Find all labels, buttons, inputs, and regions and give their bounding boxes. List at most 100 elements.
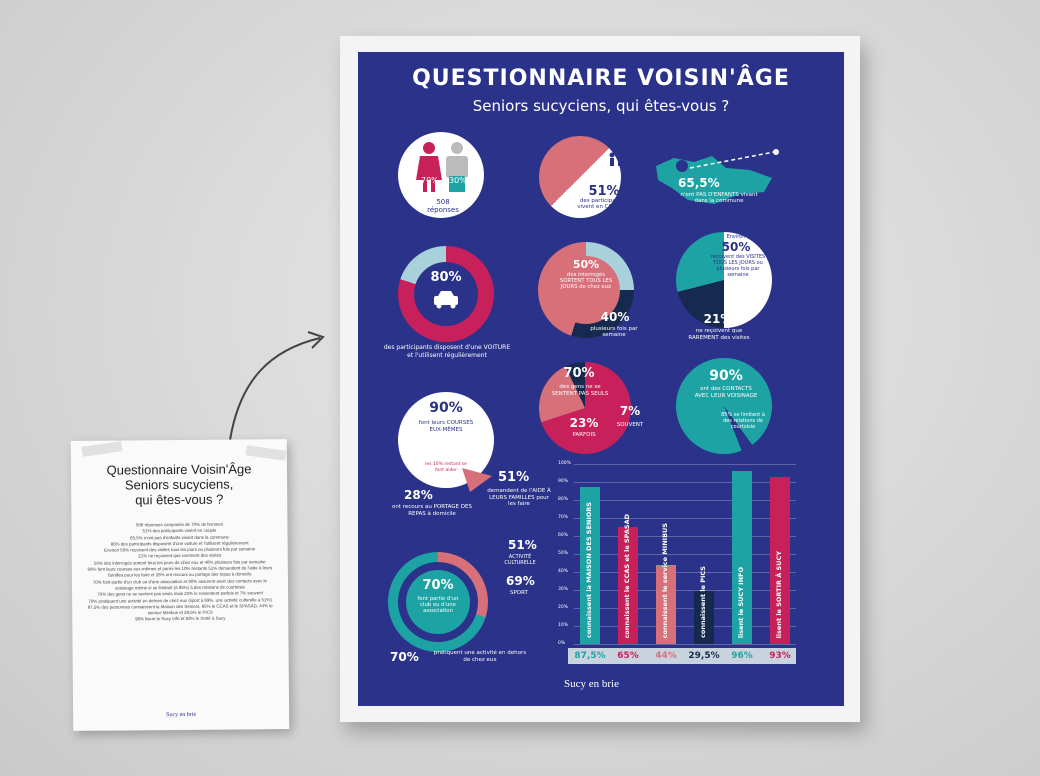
y-tick-label: 60% [558,533,569,538]
clubs-value: 70% [422,578,454,593]
alone-value: 70% [563,366,595,381]
activity-value: 70% [390,650,419,664]
clubs-center [406,570,470,634]
men-percent: 30% [449,176,467,185]
man-icon [446,142,468,192]
y-tick-label: 20% [558,605,569,610]
grid-line [574,482,796,483]
poster-title: QUESTIONNAIRE VOISIN'ÂGE [412,66,790,91]
women-percent: 70% [421,176,439,185]
grid-line [574,626,796,627]
grid-line [574,554,796,555]
sucy-logo: Sucy en brie [564,678,619,690]
family-text: demandent de l'AIDE À LEURS FAMILLES pou… [487,488,551,507]
bar: lisent le SORTIR À SUCY [770,476,790,644]
y-tick-label: 10% [558,623,569,628]
grid-line [574,518,796,519]
alone-text: des gens ne se SENTENT PAS SEULS [551,384,609,397]
outings-text: des interrogés SORTENT TOUS LES JOURS de… [559,272,613,290]
neighbors-value: 90% [709,368,743,384]
outings-value2: 40% [600,310,630,324]
clubs-text: font partie d'un club ou d'une associati… [417,596,459,614]
bar-category-label: connaissent le service MINIBUS [661,522,669,638]
grid-line [574,590,796,591]
meals-text: ont recours au PORTAGE DES REPAS à domic… [392,504,472,517]
note-body: 508 réponses composés de 70% de femmes 51… [83,521,276,623]
bar-value-label: 29,5% [688,651,720,661]
grid-line [574,536,796,537]
bar: lisent le SUCY INFO [732,471,752,644]
children-value: 65,5% [678,176,720,190]
neighbors-sub: 85% se limitant à des relations de court… [721,412,765,430]
bar-category-label: connaissent le PICS [699,566,707,638]
y-tick-label: 40% [558,569,569,574]
shopping-value: 90% [429,400,463,416]
bar-value-label: 96% [731,651,753,661]
culture-value: 51% [508,538,537,552]
sport-text: SPORT [510,590,528,596]
outings-inner [552,256,620,324]
chart-bars: connaissent la MAISON DES SENIORS connais… [576,464,796,644]
bar: connaissent le CCAS et le SPASAD [618,514,638,644]
shopping-text: font leurs COURSES EUX-MÊMES [418,420,474,433]
responses-count: 508 [436,198,450,206]
note-title: Questionnaire Voisin'Âge Seniors sucycie… [71,461,287,508]
y-tick-label: 0% [558,641,566,646]
bar-chart: 100% 90% 80% 70% 60% 50% 40% 30% 20% 10% 0% connai… [558,461,796,646]
note-line: 90% font leurs courses eux-mêmes et parm… [87,565,273,579]
meals-value: 28% [404,488,433,502]
neighbors-pie [676,358,772,454]
couple-icon [609,152,623,166]
paper-note: Questionnaire Voisin'Âge Seniors sucycie… [70,439,290,731]
car-value: 80% [430,270,462,285]
bar-value-label: 65% [617,651,639,661]
bar-category-label: lisent le SORTIR À SUCY [775,550,783,638]
y-tick-label: 70% [558,515,569,520]
bar-value-label: 87,5% [574,651,606,661]
couple-text: des participants vivent en COUPLE [577,198,627,210]
visits-text: reçoivent des VISITES TOUS LES JOURS ou … [710,254,766,278]
visits-text2: ne reçoivent que RAREMENT des visites [688,328,750,341]
car-icon [434,291,458,309]
bar: connaissent la MAISON DES SENIORS [580,486,600,644]
shopping-sub: les 10% restant se font aider [425,462,467,473]
bar-category-label: lisent le SUCY INFO [737,566,745,638]
curved-arrow-icon [229,331,325,441]
car-text: des participants disposent d'une VOITURE… [383,344,511,359]
sucy-map [656,149,779,204]
pie-slice-icon [462,468,492,492]
bar: connaissent le service MINIBUS [656,523,676,644]
family-value: 51% [498,470,530,485]
woman-icon [416,142,442,192]
chart-value-row: 87,5% 65% 44% 29,5% 96% 93% [568,648,796,664]
alone-value3: 7% [619,404,641,418]
y-tick-label: 50% [558,551,569,556]
outings-text2: plusieurs fois par semaine [590,326,638,338]
chart-grid: 100% 90% 80% 70% 60% 50% 40% 30% 20% 10% 0% [558,461,796,646]
bar: connaissent le PICS [694,566,714,644]
alone-pie [539,362,631,454]
visits-pie [676,232,772,328]
grid-line [574,644,796,645]
couple-value: 51% [588,184,620,199]
y-tick-label: 30% [558,587,569,592]
y-tick-label: 100% [558,461,571,466]
visits-value: 50% [721,240,751,254]
responses-label: réponses [427,206,459,214]
bar-value-label: 93% [769,651,791,661]
bar-value-label: 44% [655,651,677,661]
activity-text: pratiquent une activité en dehors de che… [433,650,527,663]
note-title-line-3: qui êtes-vous ? [135,491,224,508]
note-logo: Sucy en brie [166,711,197,719]
bar-category-label: connaissent le CCAS et le SPASAD [623,513,631,638]
y-tick-label: 80% [558,497,569,502]
children-text: n'ont PAS D'ENFANTS vivant dans la commu… [680,192,758,204]
neighbors-text: ont des CONTACTS AVEC LEUR VOISINAGE [694,386,758,399]
bar-category-label: connaissent la MAISON DES SENIORS [585,501,593,638]
alone-text3: SOUVENT [616,422,644,428]
grid-line [574,608,796,609]
grid-line [574,500,796,501]
culture-text: ACTIVITÉ CULTURELLE [504,554,536,566]
couple-circle [539,136,621,218]
poster-subtitle: Seniors sucyciens, qui êtes-vous ? [472,97,730,115]
